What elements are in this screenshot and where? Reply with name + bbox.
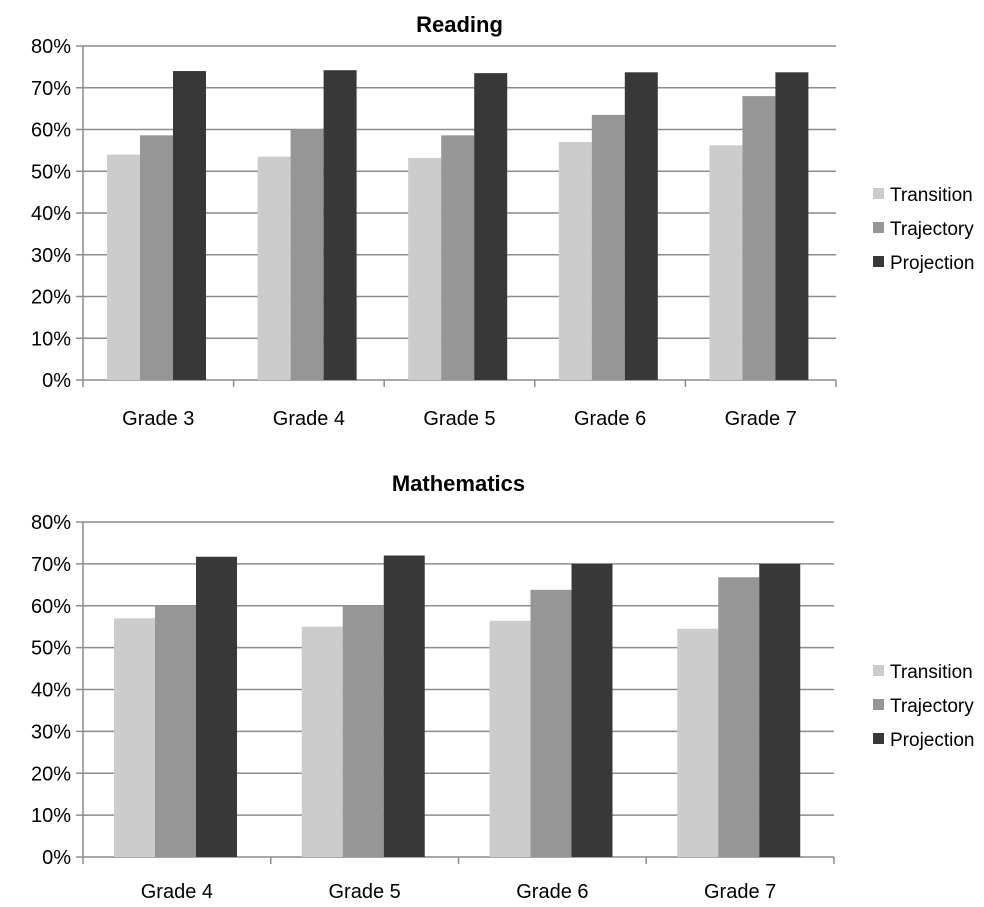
y-tick-label: 10% xyxy=(31,805,71,827)
y-tick-label: 20% xyxy=(31,763,71,785)
y-tick-label: 50% xyxy=(31,161,71,183)
bar-projection-grade-3 xyxy=(173,71,206,381)
y-tick-label: 50% xyxy=(31,638,71,660)
legend-label-projection: Projection xyxy=(890,253,975,274)
y-tick-label: 20% xyxy=(31,287,71,309)
legend-label-transition: Transition xyxy=(890,662,973,683)
bar-transition-grade-4 xyxy=(257,156,291,380)
reading-legend: Transition Trajectory Projection xyxy=(873,185,975,274)
bar-projection-grade-4 xyxy=(196,556,237,857)
bar-transition-grade-3 xyxy=(107,154,140,380)
y-tick-label: 0% xyxy=(42,370,71,392)
mathematics-legend: Transition Trajectory Projection xyxy=(873,662,975,751)
bar-trajectory-grade-3 xyxy=(140,135,173,380)
y-tick-label: 40% xyxy=(31,203,71,225)
y-tick-label: 80% xyxy=(31,512,71,534)
bar-transition-grade-6 xyxy=(558,142,592,380)
bar-transition-grade-5 xyxy=(301,626,343,857)
bar-projection-grade-7 xyxy=(759,563,801,857)
legend-swatch-transition xyxy=(873,188,884,199)
y-tick-label: 0% xyxy=(42,847,71,869)
reading-title: Reading xyxy=(416,12,503,37)
bar-trajectory-grade-6 xyxy=(591,114,625,380)
y-tick-label: 70% xyxy=(31,78,71,100)
y-tick-label: 60% xyxy=(31,596,71,618)
x-tick-label: Grade 5 xyxy=(423,408,495,430)
x-tick-label: Grade 4 xyxy=(141,881,213,903)
bar-trajectory-grade-4 xyxy=(155,605,196,857)
reading-chart: Reading 0% 10% 20% 30% 40% 50% 60% 70% 80% Grade 3… xyxy=(31,12,975,430)
bar-transition-grade-7 xyxy=(709,145,743,380)
legend-swatch-projection xyxy=(873,256,884,267)
x-tick-label: Grade 3 xyxy=(122,408,194,430)
legend-label-trajectory: Trajectory xyxy=(890,696,974,717)
bar-trajectory-grade-5 xyxy=(342,605,384,857)
legend-swatch-transition xyxy=(873,665,884,676)
bar-trajectory-grade-6 xyxy=(530,589,572,857)
bar-projection-grade-5 xyxy=(383,555,425,857)
y-tick-label: 30% xyxy=(31,721,71,743)
bar-projection-grade-6 xyxy=(624,72,658,381)
x-tick-label: Grade 6 xyxy=(574,408,646,430)
bar-trajectory-grade-4 xyxy=(290,129,324,380)
legend-label-trajectory: Trajectory xyxy=(890,219,974,240)
y-tick-label: 80% xyxy=(31,36,71,58)
x-tick-label: Grade 5 xyxy=(328,881,400,903)
legend-swatch-trajectory xyxy=(873,222,884,233)
bar-projection-grade-5 xyxy=(474,73,508,380)
y-tick-label: 70% xyxy=(31,554,71,576)
bar-trajectory-grade-5 xyxy=(441,135,475,380)
y-tick-label: 60% xyxy=(31,120,71,142)
bar-transition-grade-5 xyxy=(408,157,442,380)
mathematics-chart: Mathematics 0% 10% 20% 30% 40% 50% 60% 70% 80% Gra… xyxy=(31,471,975,903)
x-tick-label: Grade 7 xyxy=(725,408,797,430)
legend-label-projection: Projection xyxy=(890,730,975,751)
bar-projection-grade-6 xyxy=(571,563,613,857)
x-tick-label: Grade 7 xyxy=(704,881,776,903)
legend-swatch-trajectory xyxy=(873,699,884,710)
bar-transition-grade-4 xyxy=(114,618,155,857)
bar-trajectory-grade-7 xyxy=(742,96,776,380)
mathematics-title: Mathematics xyxy=(392,471,525,496)
bar-projection-grade-4 xyxy=(323,70,357,380)
bar-transition-grade-7 xyxy=(677,628,719,857)
bar-trajectory-grade-7 xyxy=(718,577,760,857)
legend-swatch-projection xyxy=(873,733,884,744)
y-tick-label: 40% xyxy=(31,680,71,702)
legend-label-transition: Transition xyxy=(890,185,973,206)
y-tick-label: 10% xyxy=(31,328,71,350)
x-tick-label: Grade 6 xyxy=(516,881,588,903)
bar-projection-grade-7 xyxy=(775,72,809,381)
bar-transition-grade-6 xyxy=(489,620,531,857)
y-tick-label: 30% xyxy=(31,245,71,267)
x-tick-label: Grade 4 xyxy=(273,408,345,430)
